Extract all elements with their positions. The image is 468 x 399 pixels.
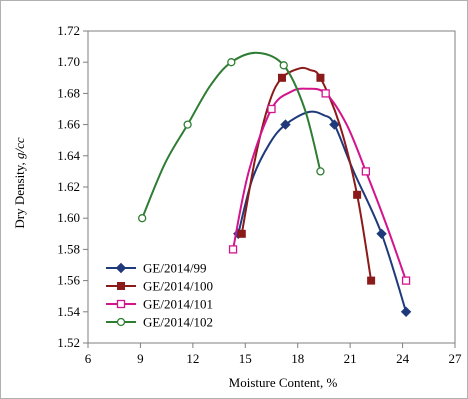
data-point xyxy=(279,61,288,70)
legend-label: GE/2014/99 xyxy=(143,261,207,276)
x-tick-label: 27 xyxy=(449,351,463,366)
data-point xyxy=(400,306,412,318)
data-point xyxy=(267,104,276,114)
series-3 xyxy=(228,87,411,285)
data-point xyxy=(228,245,238,254)
x-tick-label: 9 xyxy=(137,351,144,366)
data-point xyxy=(138,214,147,223)
data-point xyxy=(116,299,126,309)
y-tick-label: 1.52 xyxy=(57,335,80,350)
y-axis-title-unit: g/cc xyxy=(12,137,27,159)
y-tick-label: 1.72 xyxy=(57,23,80,38)
y-tick-label: 1.58 xyxy=(57,241,80,256)
y-tick-label: 1.62 xyxy=(57,179,80,194)
series-line xyxy=(232,87,408,281)
y-axis-title-main: Dry Density, xyxy=(12,159,27,229)
data-point xyxy=(227,58,236,67)
legend-item-4: GE/2014/102 xyxy=(106,315,213,330)
x-axis-title: Moisture Content, % xyxy=(229,375,338,390)
series-layer xyxy=(138,51,412,318)
series-1 xyxy=(233,110,412,318)
data-point xyxy=(329,119,340,130)
data-point xyxy=(401,276,411,285)
data-point xyxy=(280,119,291,130)
data-point xyxy=(316,167,325,176)
series-line xyxy=(237,110,408,313)
data-point xyxy=(361,167,371,176)
legend-label: GE/2014/100 xyxy=(143,279,213,294)
x-tick-label: 15 xyxy=(239,351,252,366)
legend-item-1: GE/2014/99 xyxy=(106,261,207,276)
data-point xyxy=(116,317,126,327)
y-tick-label: 1.66 xyxy=(57,117,80,132)
y-tick-label: 1.70 xyxy=(57,54,80,69)
data-point xyxy=(115,262,127,274)
x-tick-label: 12 xyxy=(186,351,199,366)
legend-label: GE/2014/102 xyxy=(143,315,213,330)
x-tick-label: 21 xyxy=(344,351,357,366)
y-tick-label: 1.60 xyxy=(57,210,80,225)
data-point xyxy=(376,228,387,240)
data-point xyxy=(353,190,362,199)
legend-label: GE/2014/101 xyxy=(143,297,213,312)
series-line xyxy=(141,51,322,219)
series-4 xyxy=(138,51,325,223)
y-tick-label: 1.54 xyxy=(57,304,80,319)
data-point xyxy=(316,73,325,82)
x-tick-label: 6 xyxy=(85,351,92,366)
series-2 xyxy=(237,66,376,285)
y-tick-label: 1.56 xyxy=(57,273,80,288)
y-tick-label: 1.64 xyxy=(57,148,80,163)
series-line xyxy=(240,66,373,281)
data-point xyxy=(277,73,286,82)
axes: 1.52 1.54 1.56 1.58 1.60 1.62 1.64 1.66 1.68 1.70… xyxy=(57,23,462,366)
data-point xyxy=(237,229,246,238)
y-axis-title: Dry Density, g/cc xyxy=(12,137,27,228)
legend-item-2: GE/2014/100 xyxy=(106,279,213,294)
data-point xyxy=(117,282,125,290)
x-tick-label: 18 xyxy=(291,351,304,366)
data-point xyxy=(367,276,376,285)
x-tick-label: 24 xyxy=(396,351,410,366)
y-tick-label: 1.68 xyxy=(57,85,80,100)
legend: GE/2014/99 GE/2014/100 GE/2014/101 GE/2014/… xyxy=(106,261,213,330)
legend-item-3: GE/2014/101 xyxy=(106,297,213,312)
data-point xyxy=(183,120,192,129)
data-point xyxy=(321,89,330,98)
